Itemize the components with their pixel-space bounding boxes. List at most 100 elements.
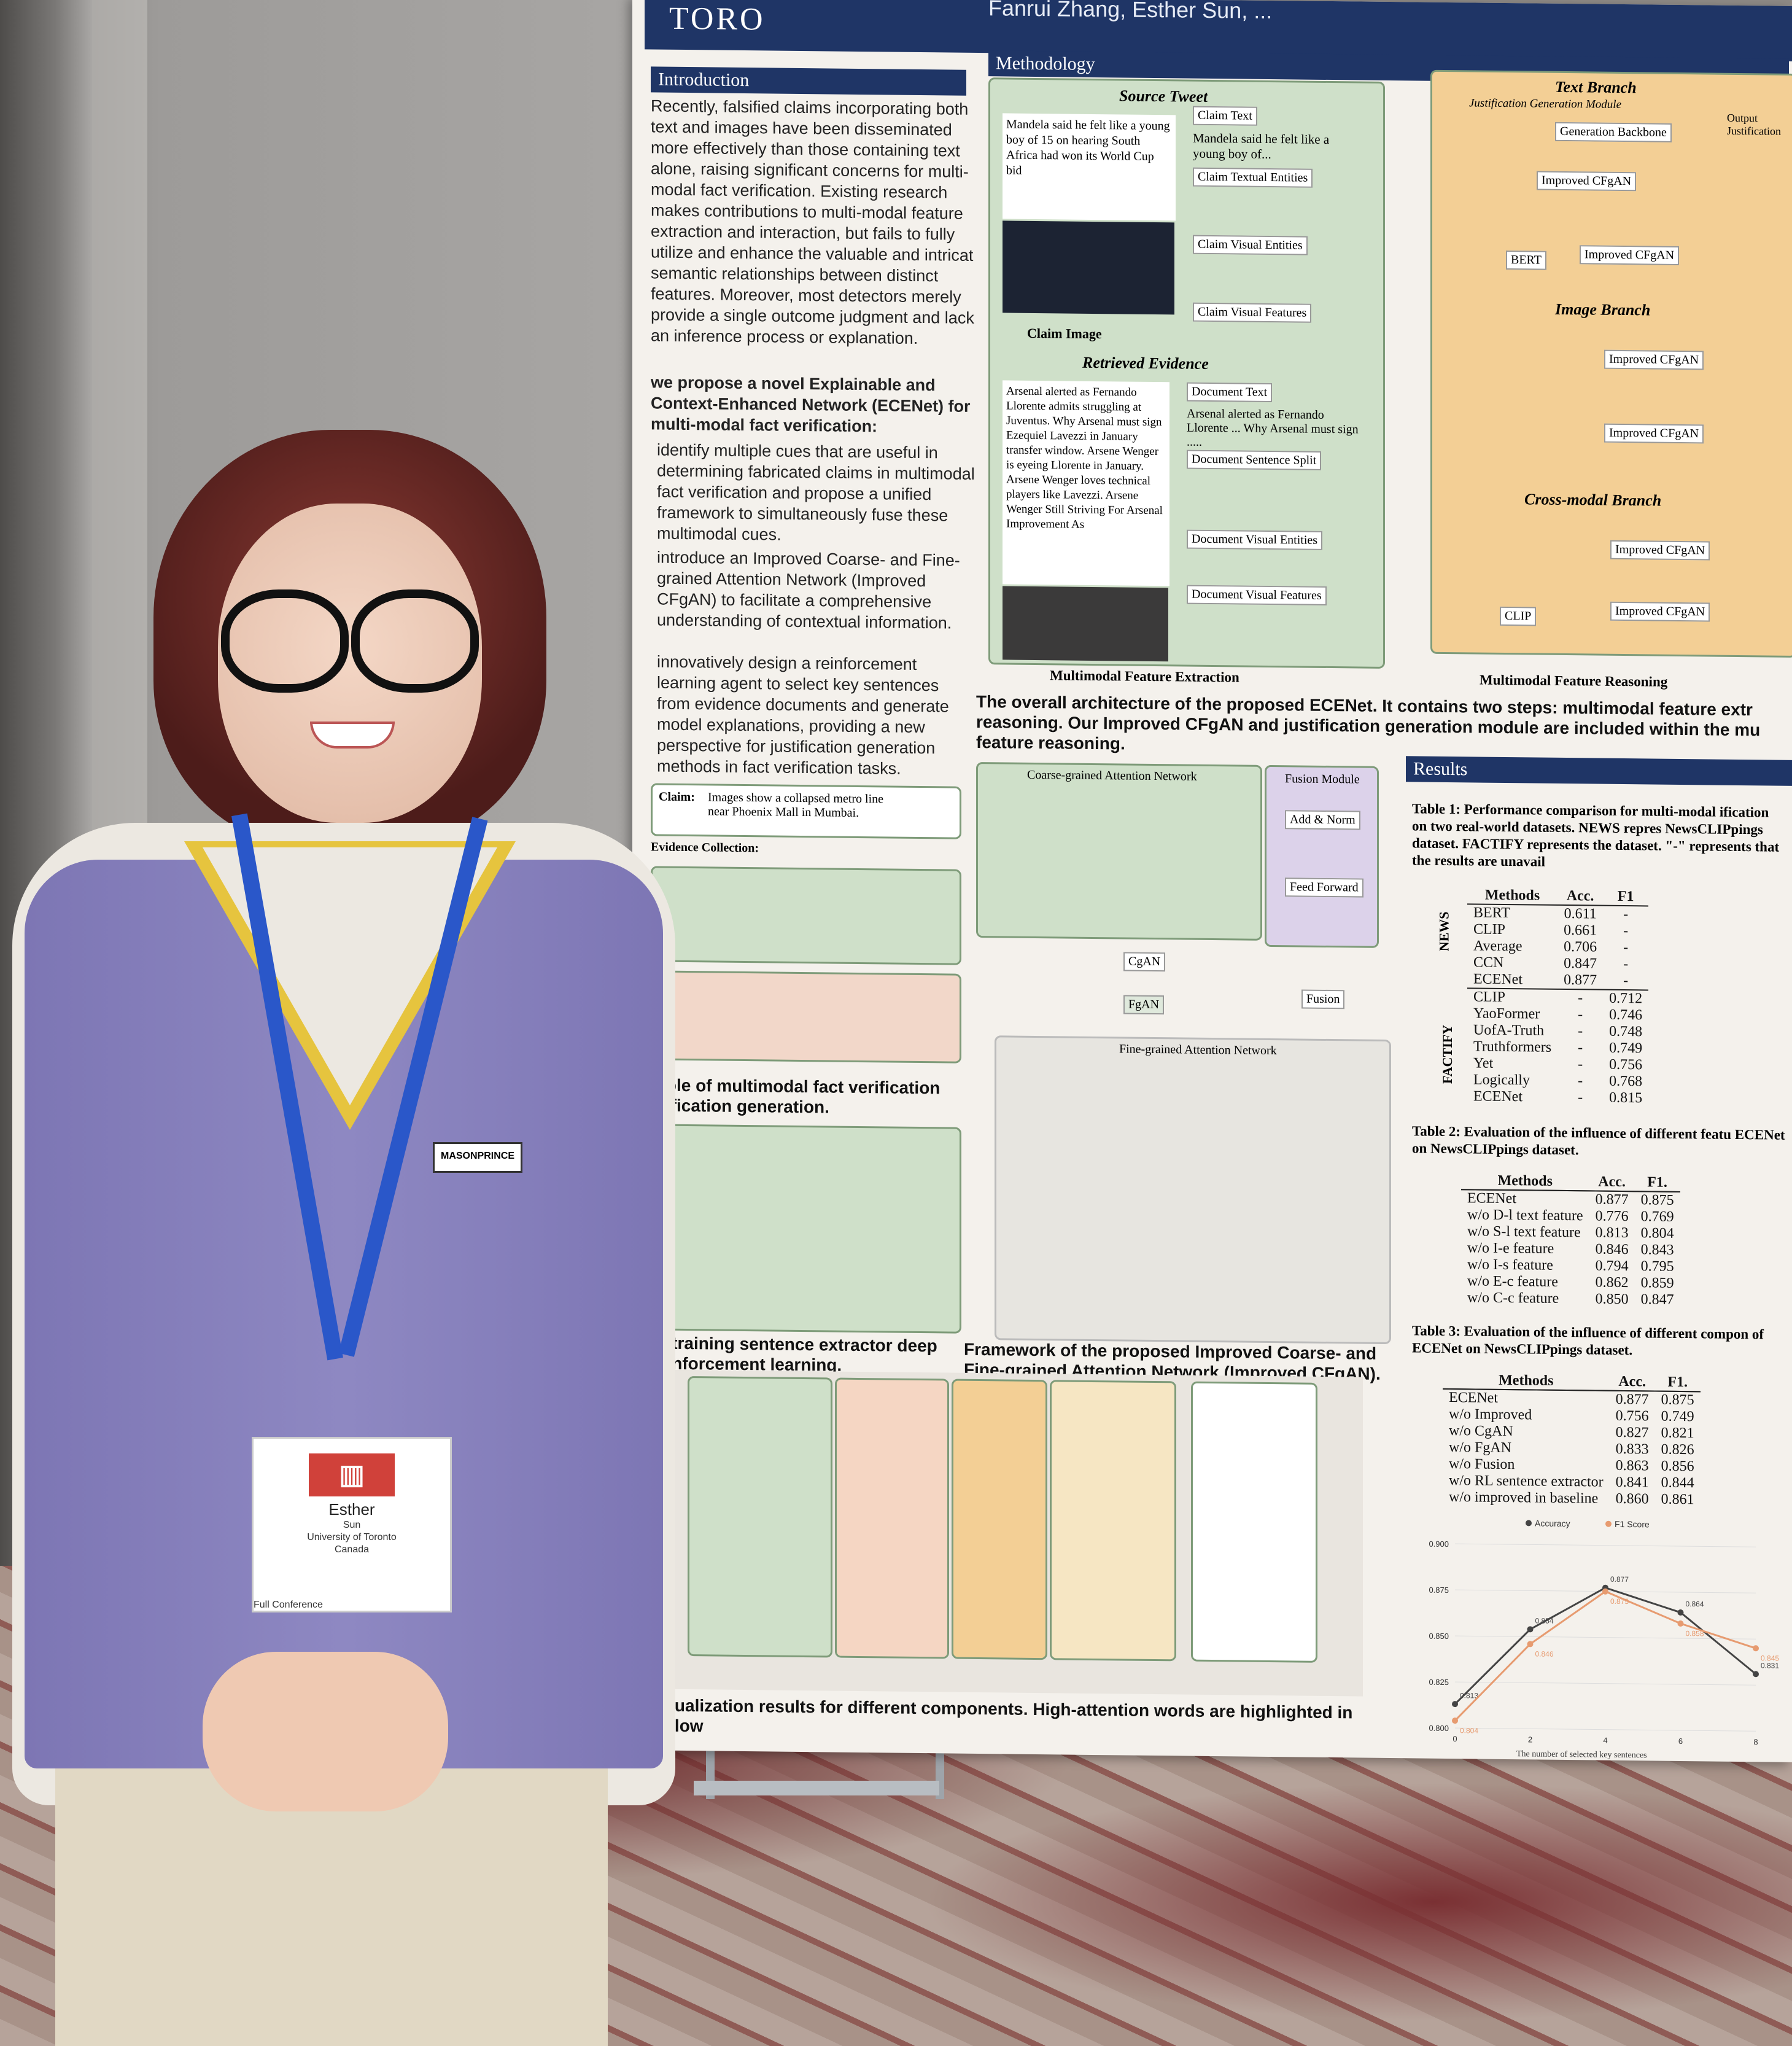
fusion-box: Fusion: [1301, 989, 1345, 1009]
table-cell: 0.748: [1609, 1023, 1643, 1040]
gridline: [1455, 1727, 1756, 1732]
name-badge: ▥ Esther Sun University of Toronto Canad…: [252, 1437, 452, 1612]
evidence-image: [1003, 586, 1168, 662]
table-cell: 0.813: [1595, 1224, 1629, 1242]
table-row: CLIP 0.661 -: [1467, 921, 1648, 939]
table-row: CCN 0.847 -: [1467, 954, 1648, 973]
table-header: F1: [1603, 888, 1649, 906]
fusion-module-figure: Fusion Module Add & Norm Feed Forward: [1265, 764, 1379, 948]
hands: [203, 1652, 448, 1811]
table-header: Methods: [1443, 1371, 1610, 1391]
table-row: w/o S-l text feature 0.813 0.804: [1461, 1223, 1680, 1242]
x-tick-label: 2: [1528, 1735, 1532, 1744]
table-cell: 0.860: [1615, 1490, 1649, 1507]
data-label: 0.831: [1761, 1661, 1779, 1670]
data-point: [1677, 1609, 1684, 1616]
evidence-text: Arsenal alerted as Fernando Llorente adm…: [1003, 380, 1169, 586]
table-cell: -: [1623, 923, 1629, 939]
table-cell: CLIP: [1473, 921, 1506, 938]
improved-cfgan-6: Improved CFgAN: [1610, 601, 1710, 622]
clip-panel: [835, 1377, 949, 1659]
table1: Methods Acc. F1 BERT 0.611- CLIP 0.661- Average…: [1467, 887, 1649, 1107]
improved-cfgan-2: Improved CFgAN: [1580, 245, 1680, 265]
vest-label: MASONPRINCE: [433, 1142, 522, 1173]
gridline: [1455, 1543, 1756, 1547]
table-cell: ECENet: [1467, 1190, 1516, 1207]
table-row: w/o E-c feature 0.862 0.859: [1461, 1273, 1680, 1292]
table-cell: BERT: [1473, 904, 1510, 922]
table-cell: ECENet: [1473, 1088, 1522, 1105]
table-cell: 0.611: [1564, 906, 1597, 922]
poster-authors: Fanrui Zhang, Esther Sun, ...: [988, 0, 1273, 24]
table-row: Yet - 0.756: [1467, 1055, 1648, 1073]
example-caption: mple of multimodal fact verification sti…: [651, 1075, 941, 1117]
table-row: CLIP - 0.712: [1467, 988, 1649, 1008]
data-point: [1677, 1620, 1684, 1627]
coarse-label: Coarse-grained Attention Network: [1027, 768, 1197, 784]
data-point: [1527, 1626, 1534, 1633]
improved-cfgan-1: Improved CFgAN: [1537, 171, 1637, 192]
table-cell: 0.875: [1661, 1391, 1694, 1409]
table-cell: w/o I-e feature: [1467, 1240, 1554, 1257]
ablation-line-chart: 0.800 0.825 0.850 0.875 0.900 0 2 4 6 8 0.813 0.85…: [1429, 1519, 1779, 1760]
improved-cfgan-3: Improved CFgAN: [1604, 349, 1704, 370]
data-label: 0.813: [1460, 1691, 1478, 1700]
badge-registration-type: Full Conference: [254, 1600, 323, 1610]
data-label: 0.854: [1535, 1617, 1554, 1625]
document-text-value: Arsenal alerted as Fernando Llorente ...…: [1187, 406, 1359, 449]
table-cell: w/o S-l text feature: [1467, 1223, 1581, 1241]
table-cell: 0.862: [1595, 1274, 1629, 1291]
table-cell: 0.795: [1640, 1258, 1674, 1275]
table-cell: UofA-Truth: [1473, 1022, 1545, 1039]
table-cell: w/o E-c feature: [1467, 1273, 1558, 1290]
data-point: [1753, 1671, 1759, 1678]
table-cell: -: [1578, 1056, 1583, 1073]
clip-box: CLIP: [1500, 606, 1537, 626]
table-cell: -: [1623, 973, 1629, 989]
news-group-label: NEWS: [1436, 911, 1452, 952]
intro-heading: Introduction: [651, 66, 966, 96]
fine-attention-figure: Fine-grained Attention Network: [995, 1035, 1391, 1345]
table-row: ECENet 0.877 -: [1467, 971, 1648, 990]
table-cell: 0.861: [1661, 1491, 1694, 1508]
table-cell: Logically: [1473, 1072, 1530, 1089]
intro-bullet-2: introduce an Improved Coarse- and Fine-g…: [657, 548, 960, 632]
table-row: w/o D-l text feature 0.776 0.769: [1461, 1207, 1680, 1226]
table-cell: w/o RL sentence extractor: [1449, 1472, 1604, 1490]
visualization-figure: [651, 1369, 1363, 1697]
data-label: 0.877: [1610, 1575, 1629, 1584]
generation-backbone: Generation Backbone: [1555, 122, 1672, 142]
output-justification: Output Justification: [1727, 111, 1781, 138]
claim-box: Claim: Images show a collapsed metro lin…: [651, 783, 961, 839]
output-panel: [1191, 1381, 1317, 1663]
text-evidence-box: [651, 866, 961, 965]
table-cell: 0.756: [1615, 1407, 1649, 1425]
gridline: [1455, 1681, 1756, 1686]
badge-first-name: Esther: [328, 1500, 375, 1519]
table-cell: w/o CgAN: [1449, 1423, 1513, 1440]
table-cell: 0.846: [1595, 1241, 1629, 1258]
sentence-extractor-figure: [651, 1124, 961, 1334]
table-cell: w/o improved in baseline: [1449, 1489, 1599, 1507]
table-row: Average 0.706 -: [1467, 938, 1648, 956]
y-tick-label: 0.850: [1429, 1632, 1449, 1641]
fine-label: Fine-grained Attention Network: [1119, 1042, 1277, 1058]
table-row: w/o I-e feature 0.846 0.843: [1461, 1240, 1680, 1259]
intro-proposal: we propose a novel Explainable and Conte…: [651, 373, 971, 436]
table-cell: ECENet: [1449, 1390, 1498, 1406]
table-header: F1.: [1654, 1374, 1701, 1392]
table-header: Acc.: [1589, 1173, 1635, 1192]
table-cell: 0.850: [1595, 1291, 1629, 1308]
data-label: 0.864: [1686, 1600, 1704, 1608]
table-header: F1.: [1634, 1174, 1680, 1192]
legend-f1-marker: [1605, 1520, 1612, 1527]
x-tick-label: 8: [1753, 1737, 1758, 1746]
feature-reasoning-panel: Text Branch Justification Generation Mod…: [1430, 69, 1792, 658]
glasses: [221, 589, 479, 693]
table-cell: 0.847: [1564, 955, 1597, 972]
table-cell: Yet: [1473, 1055, 1494, 1072]
research-poster: TORO Fanrui Zhang, Esther Sun, ... Intro…: [632, 0, 1792, 1762]
tweet-text: Mandela said he felt like a young boy of…: [1003, 113, 1176, 221]
table-cell: 0.833: [1615, 1441, 1649, 1458]
badge-country: Canada: [334, 1544, 370, 1555]
